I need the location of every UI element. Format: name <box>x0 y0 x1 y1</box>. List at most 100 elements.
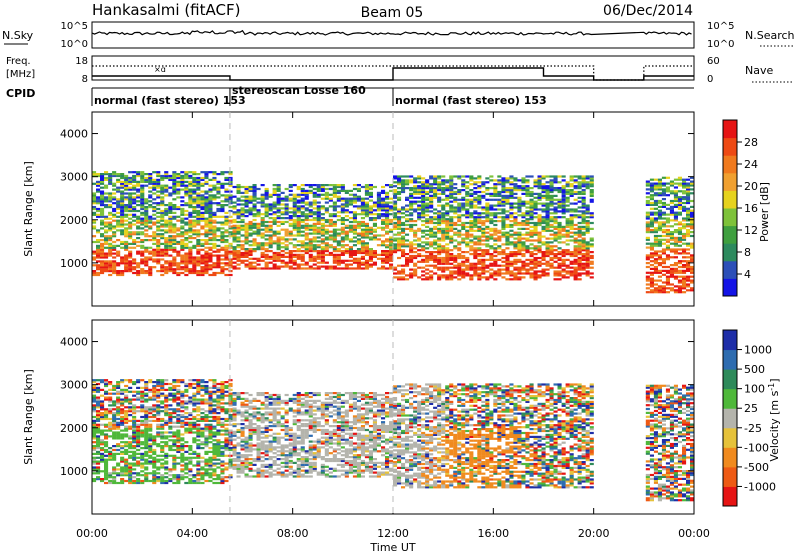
data-cell <box>120 437 124 439</box>
data-cell <box>188 198 192 200</box>
data-cell <box>441 276 445 278</box>
data-cell <box>128 179 132 181</box>
data-cell <box>449 210 453 212</box>
data-cell <box>104 459 108 461</box>
data-cell <box>690 268 694 270</box>
data-cell <box>188 206 192 208</box>
data-cell <box>445 214 449 216</box>
data-cell <box>148 227 152 229</box>
data-cell <box>212 222 216 224</box>
data-cell <box>172 206 176 208</box>
data-cell <box>100 214 104 216</box>
data-cell <box>417 253 421 255</box>
data-cell <box>385 267 389 269</box>
data-cell <box>265 211 269 213</box>
data-cell <box>493 232 497 234</box>
data-cell <box>172 231 176 233</box>
data-cell <box>321 234 325 236</box>
data-cell <box>116 433 120 435</box>
data-cell <box>666 254 670 256</box>
data-cell <box>417 191 421 193</box>
data-cell <box>562 197 566 199</box>
data-cell <box>224 222 228 224</box>
data-cell <box>465 261 469 263</box>
data-cell <box>216 187 220 189</box>
data-cell <box>112 220 116 222</box>
data-cell <box>104 466 108 468</box>
data-cell <box>164 173 168 175</box>
data-cell <box>92 406 96 408</box>
data-cell <box>361 207 365 209</box>
data-cell <box>124 416 128 418</box>
data-cell <box>686 268 690 270</box>
data-cell <box>437 245 441 247</box>
data-cell <box>108 474 112 476</box>
data-cell <box>289 198 293 200</box>
data-cell <box>469 274 473 276</box>
data-cell <box>385 225 389 227</box>
data-cell <box>257 267 261 269</box>
data-cell <box>196 220 200 222</box>
data-cell <box>341 236 345 238</box>
data-cell <box>534 206 538 208</box>
data-cell <box>562 187 566 189</box>
data-cell <box>465 191 469 193</box>
data-cell <box>184 229 188 231</box>
data-cell <box>237 229 241 231</box>
data-cell <box>305 198 309 200</box>
data-cell <box>501 222 505 224</box>
data-cell <box>678 183 682 185</box>
data-cell <box>570 189 574 191</box>
data-cell <box>188 253 192 255</box>
data-cell <box>477 218 481 220</box>
data-cell <box>493 230 497 232</box>
data-cell <box>249 248 253 250</box>
data-cell <box>542 205 546 207</box>
data-cell <box>509 189 513 191</box>
data-cell <box>453 206 457 208</box>
data-cell <box>333 194 337 196</box>
data-cell <box>405 183 409 185</box>
data-cell <box>582 238 586 240</box>
data-cell <box>237 254 241 256</box>
data-cell <box>180 227 184 229</box>
data-cell <box>120 447 124 449</box>
data-cell <box>116 255 120 257</box>
data-cell <box>253 225 257 227</box>
data-cell <box>666 245 670 247</box>
data-cell <box>96 231 100 233</box>
data-cell <box>538 187 542 189</box>
data-cell <box>285 262 289 264</box>
data-cell <box>686 196 690 198</box>
data-cell <box>429 220 433 222</box>
data-cell <box>337 264 341 266</box>
data-cell <box>457 191 461 193</box>
data-cell <box>477 259 481 261</box>
data-cell <box>140 247 144 249</box>
data-cell <box>666 177 670 179</box>
data-cell <box>509 220 513 222</box>
data-cell <box>421 230 425 232</box>
data-cell <box>341 229 345 231</box>
data-cell <box>128 204 132 206</box>
data-cell <box>168 192 172 194</box>
data-cell <box>658 200 662 202</box>
data-cell <box>124 412 128 414</box>
data-cell <box>285 234 289 236</box>
data-cell <box>104 455 108 457</box>
data-cell <box>441 234 445 236</box>
data-cell <box>104 255 108 257</box>
data-cell <box>116 208 120 210</box>
data-cell <box>140 173 144 175</box>
data-cell <box>108 218 112 220</box>
data-cell <box>132 233 136 235</box>
data-cell <box>509 195 513 197</box>
data-cell <box>237 233 241 235</box>
data-cell <box>574 253 578 255</box>
data-cell <box>558 265 562 267</box>
data-cell <box>477 185 481 187</box>
data-cell <box>381 229 385 231</box>
data-cell <box>437 220 441 222</box>
data-cell <box>546 189 550 191</box>
data-cell <box>521 253 525 255</box>
